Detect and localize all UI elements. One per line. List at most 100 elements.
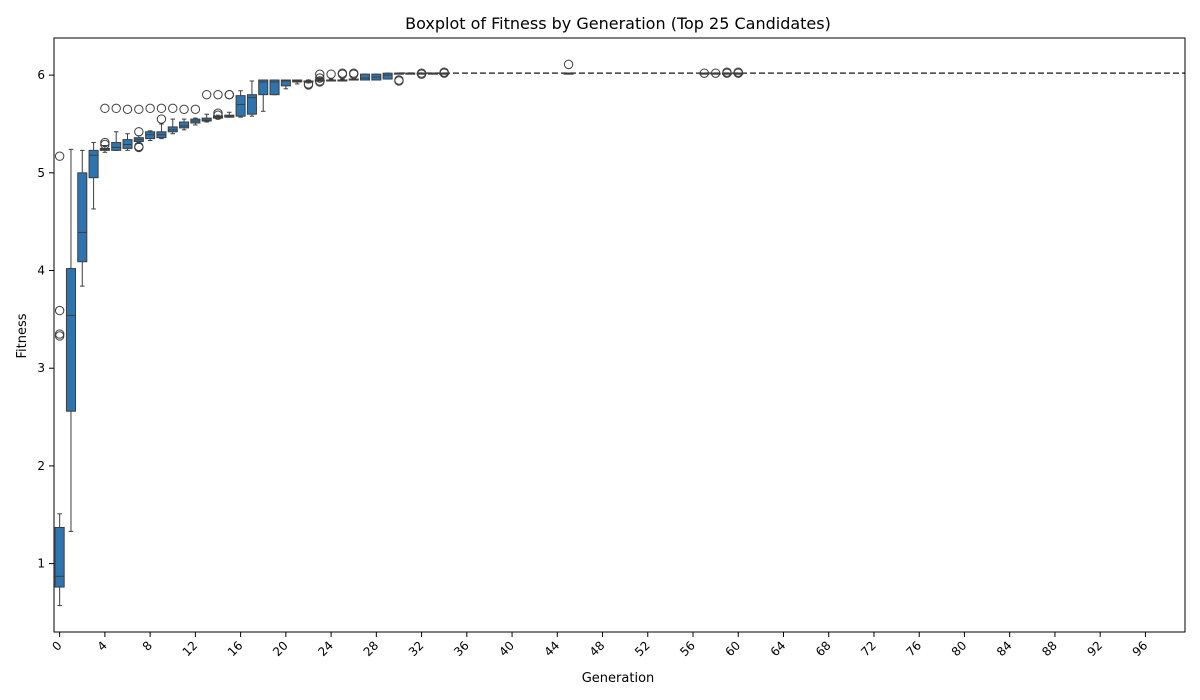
box-generation-22 xyxy=(303,79,314,90)
box-generation-14 xyxy=(212,89,224,120)
y-tick-label: 1 xyxy=(37,557,45,571)
box-generation-60 xyxy=(733,67,744,78)
box-generation-27 xyxy=(360,73,371,81)
box-iqr xyxy=(280,79,291,87)
outlier-point xyxy=(100,103,110,114)
outlier-point xyxy=(733,67,743,77)
outlier-point xyxy=(416,69,427,79)
box-generation-3 xyxy=(88,142,99,210)
box-generation-6 xyxy=(122,104,133,151)
x-axis-label: Generation xyxy=(582,671,655,686)
outlier-point xyxy=(315,77,325,87)
y-tick-label: 3 xyxy=(37,361,45,375)
box-generation-20 xyxy=(280,79,291,90)
box-generation-15 xyxy=(224,89,235,118)
box-generation-26 xyxy=(348,68,359,81)
outlier-point xyxy=(201,89,212,100)
outlier-point xyxy=(710,68,721,78)
box-generation-31 xyxy=(405,72,416,75)
outlier-point xyxy=(563,59,574,70)
box-iqr xyxy=(111,142,122,151)
box-iqr xyxy=(269,79,280,96)
box-generation-11 xyxy=(179,104,190,131)
box-generation-9 xyxy=(156,103,167,140)
box-iqr xyxy=(88,149,99,179)
box-iqr xyxy=(54,526,65,588)
box-generation-1 xyxy=(65,148,76,532)
box-generation-25 xyxy=(337,68,348,82)
outlier-point xyxy=(213,89,223,100)
box-generation-33 xyxy=(427,72,438,75)
outlier-point xyxy=(156,114,167,124)
box-generation-7 xyxy=(133,104,144,153)
box-generation-10 xyxy=(167,103,178,135)
outlier-point xyxy=(337,69,348,79)
box-generation-34 xyxy=(439,67,450,78)
box-generation-24 xyxy=(326,69,337,82)
outlier-point xyxy=(349,69,359,79)
outlier-point xyxy=(315,73,325,83)
box-iqr xyxy=(382,72,393,80)
box-generation-13 xyxy=(201,89,212,123)
outlier-point xyxy=(224,89,235,100)
outlier-point xyxy=(100,139,110,150)
box-generation-45 xyxy=(563,59,574,75)
outlier-point xyxy=(168,103,178,114)
outlier-point xyxy=(699,68,710,78)
box-generation-2 xyxy=(77,149,88,287)
box-generation-19 xyxy=(269,79,280,96)
outlier-point xyxy=(54,151,65,161)
box-generation-8 xyxy=(145,103,156,142)
box-generation-29 xyxy=(382,72,393,80)
outlier-point xyxy=(179,104,189,115)
box-generation-21 xyxy=(292,79,303,85)
box-generation-17 xyxy=(246,80,257,117)
outlier-point xyxy=(54,305,65,316)
box-generation-32 xyxy=(416,68,427,79)
chart-title: Boxplot of Fitness by Generation (Top 25… xyxy=(405,14,831,33)
box-generation-57 xyxy=(699,68,710,78)
outlier-point xyxy=(54,331,65,341)
box-iqr xyxy=(77,172,88,263)
outlier-point xyxy=(134,127,144,137)
box-iqr xyxy=(246,94,257,115)
y-tick-label: 2 xyxy=(37,459,45,473)
box-generation-18 xyxy=(258,79,269,112)
box-iqr xyxy=(179,121,190,129)
y-axis-label: Fitness xyxy=(15,313,30,358)
box-generation-23 xyxy=(314,69,325,87)
box-iqr xyxy=(235,95,246,117)
y-tick-label: 4 xyxy=(37,264,45,278)
box-generation-4 xyxy=(99,103,110,153)
outlier-point xyxy=(134,142,144,153)
outlier-point xyxy=(122,104,133,115)
box-generation-0 xyxy=(54,151,65,607)
outlier-point xyxy=(326,69,336,79)
box-generation-12 xyxy=(190,104,201,126)
outlier-point xyxy=(722,67,732,77)
outlier-point xyxy=(111,103,121,114)
box-generation-58 xyxy=(710,68,721,78)
outlier-point xyxy=(439,68,449,78)
box-iqr xyxy=(360,73,371,81)
box-generation-5 xyxy=(111,103,122,151)
box-iqr xyxy=(65,268,76,412)
outlier-point xyxy=(134,104,144,115)
plot-frame xyxy=(53,37,1186,633)
box-generation-30 xyxy=(393,72,404,86)
y-tick-label: 5 xyxy=(37,166,45,180)
outlier-point xyxy=(190,104,201,115)
box-generation-28 xyxy=(371,73,382,81)
y-tick-label: 6 xyxy=(37,68,45,82)
box-generation-16 xyxy=(235,90,246,118)
outlier-point xyxy=(145,103,155,114)
outlier-point xyxy=(315,69,325,79)
outlier-point xyxy=(303,80,314,90)
plot-area xyxy=(54,59,1185,607)
box-iqr xyxy=(258,79,269,96)
outlier-point xyxy=(213,110,223,120)
box-generation-59 xyxy=(721,67,732,78)
outlier-point xyxy=(394,76,404,86)
